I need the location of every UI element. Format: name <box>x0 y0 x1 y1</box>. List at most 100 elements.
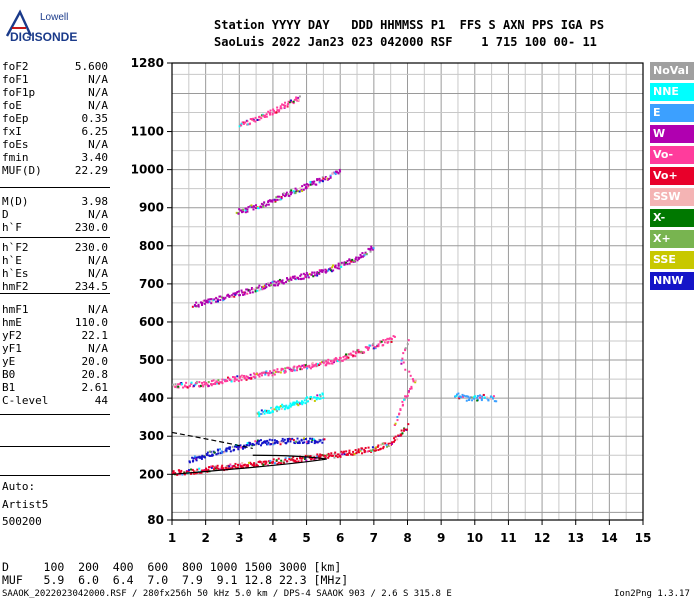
echo-dot <box>241 121 244 124</box>
y-tick-label: 500 <box>139 353 164 367</box>
echo-dot <box>295 189 298 192</box>
echo-dot <box>193 470 196 473</box>
echo-dot <box>487 399 490 402</box>
echo-dot <box>180 469 183 472</box>
param-value: 22.1 <box>81 329 109 342</box>
param-value: 230.0 <box>74 241 108 254</box>
echo-dot <box>366 450 369 453</box>
echo-dot <box>276 284 279 287</box>
param-value: N/A <box>88 267 108 280</box>
echo-dot <box>272 460 275 463</box>
echo-dot <box>478 394 481 397</box>
echo-dot <box>458 397 461 400</box>
echo-dot <box>267 464 270 467</box>
echo-dot <box>407 423 410 426</box>
echo-dot <box>226 379 229 382</box>
echo-dot <box>267 374 270 377</box>
echo-dot <box>284 367 287 370</box>
echo-dot <box>291 437 294 440</box>
param-fxi: fxI 6.25 <box>2 125 108 139</box>
echo-dot <box>401 400 404 403</box>
echo-dot <box>282 192 285 195</box>
echo-dot <box>261 288 264 291</box>
echo-dot <box>243 444 246 447</box>
echo-dot <box>214 467 217 470</box>
echo-dot <box>229 450 232 453</box>
echo-dot <box>288 458 291 461</box>
echo-dot <box>271 280 274 283</box>
echo-dot <box>342 355 345 358</box>
param-value: N/A <box>88 73 108 86</box>
echo-dot <box>357 451 360 454</box>
echo-dot <box>249 442 252 445</box>
echo-dot <box>392 335 395 338</box>
echo-dot <box>195 459 198 462</box>
echo-dot <box>367 247 370 250</box>
echo-dot <box>216 464 219 467</box>
echo-dot <box>400 359 403 362</box>
muf-frequency-row: MUF 5.9 6.0 6.4 7.0 7.9 9.1 12.8 22.3 [M… <box>2 573 349 587</box>
echo-dot <box>216 382 219 385</box>
echo-dot <box>284 458 287 461</box>
echo-dot <box>382 339 385 342</box>
echo-dot <box>245 466 248 469</box>
echo-dot <box>362 255 365 258</box>
echo-dot <box>207 468 210 471</box>
echo-dot <box>293 98 296 101</box>
echo-dot <box>404 347 407 350</box>
echo-dot <box>300 439 303 442</box>
echo-dot <box>254 116 257 119</box>
echo-dot <box>292 367 295 370</box>
echo-dot <box>329 454 332 457</box>
echo-dot <box>182 386 185 389</box>
echo-dot <box>221 451 224 454</box>
echo-dot <box>373 347 376 350</box>
echo-dot <box>331 266 334 269</box>
echo-dot <box>311 361 314 364</box>
echo-dot <box>271 112 274 115</box>
echo-dot <box>329 359 332 362</box>
echo-dot <box>471 396 474 399</box>
echo-dot <box>384 341 387 344</box>
echo-dot <box>305 183 308 186</box>
echo-dot <box>308 366 311 369</box>
echo-dot <box>464 395 467 398</box>
echo-dot <box>187 469 190 472</box>
echo-dot <box>248 461 251 464</box>
echo-dot <box>385 340 388 343</box>
echo-dot <box>348 451 351 454</box>
echo-dot <box>199 384 202 387</box>
echo-dot <box>258 115 261 118</box>
echo-dot <box>222 299 225 302</box>
echo-dot <box>343 263 346 266</box>
echo-dot <box>209 298 212 301</box>
echo-dot <box>306 367 309 370</box>
echo-dot <box>393 437 396 440</box>
echo-dot <box>271 407 274 410</box>
param-fof1p: foF1p N/A <box>2 86 108 100</box>
echo-dot <box>248 377 251 380</box>
echo-dot <box>280 440 283 443</box>
echo-dot <box>197 303 200 306</box>
echo-dot <box>363 450 366 453</box>
param-label: C-level <box>2 394 49 407</box>
param-label: hmF1 <box>2 303 29 316</box>
echo-dot <box>304 458 307 461</box>
echo-dot <box>203 299 206 302</box>
echo-dot <box>367 348 370 351</box>
echo-dot <box>278 408 281 411</box>
fitted-profile-dashed <box>171 431 253 449</box>
param-b1: B1 2.61 <box>2 381 108 395</box>
echo-dot <box>390 340 393 343</box>
echo-dot <box>355 452 358 455</box>
echo-dot <box>299 402 302 405</box>
echo-dot <box>297 96 300 99</box>
echo-dot <box>190 381 193 384</box>
echo-dot <box>291 370 294 373</box>
param-m-d: M(D) 3.98 <box>2 195 108 209</box>
echo-dot <box>286 406 289 409</box>
echo-dot <box>267 441 270 444</box>
echo-dot <box>264 114 267 117</box>
echo-dot <box>315 398 318 401</box>
echo-dot <box>310 273 313 276</box>
